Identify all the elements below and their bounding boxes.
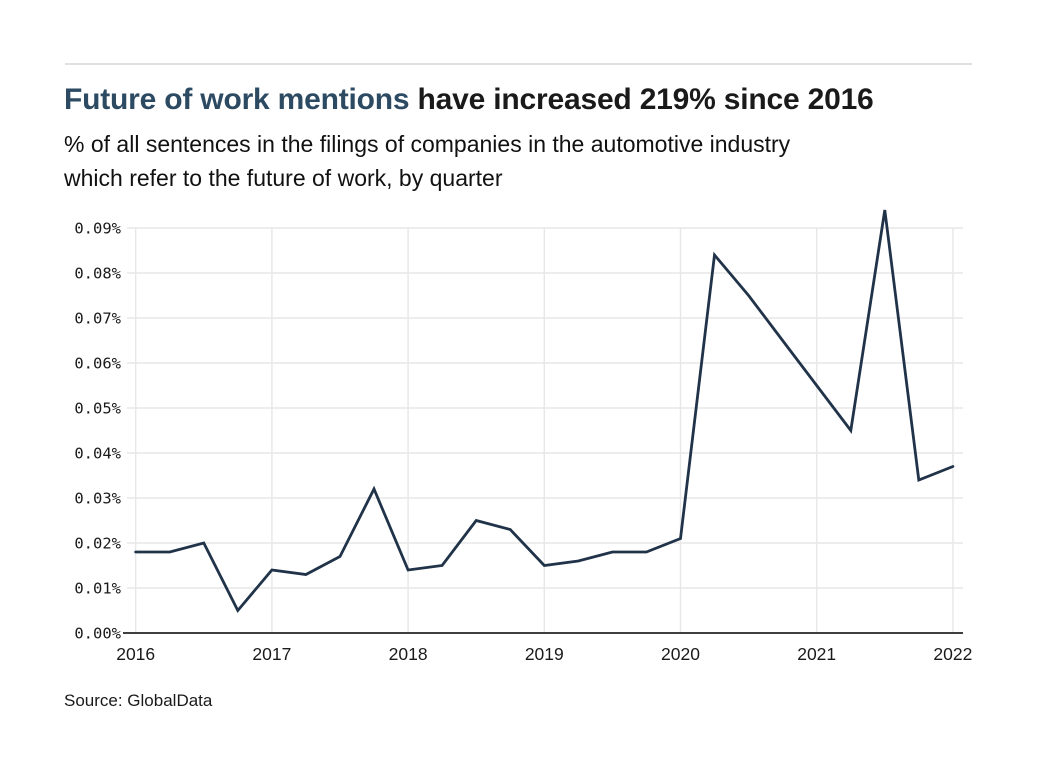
y-tick-label: 0.00% bbox=[74, 625, 121, 643]
x-tick-label: 2016 bbox=[116, 644, 155, 664]
x-tick-label: 2019 bbox=[525, 644, 564, 664]
y-tick-label: 0.06% bbox=[74, 355, 121, 373]
y-tick-label: 0.02% bbox=[74, 535, 121, 553]
y-tick-label: 0.07% bbox=[74, 310, 121, 328]
vertical-gridlines bbox=[134, 228, 954, 633]
y-tick-label: 0.05% bbox=[74, 400, 121, 418]
title-highlight: Future of work mentions bbox=[64, 83, 410, 116]
y-tick-label: 0.03% bbox=[74, 490, 121, 508]
title-rest: have increased 219% since 2016 bbox=[409, 83, 874, 116]
x-tick-label: 2021 bbox=[797, 644, 836, 664]
x-tick-label: 2022 bbox=[933, 644, 972, 664]
series-line-future-of-work bbox=[134, 209, 955, 614]
y-tick-label: 0.01% bbox=[74, 580, 121, 598]
x-tick-label: 2017 bbox=[252, 644, 291, 664]
x-tick-label: 2018 bbox=[389, 644, 428, 664]
top-divider bbox=[65, 63, 972, 65]
x-tick-label: 2020 bbox=[661, 644, 700, 664]
source-text: Source: GlobalData bbox=[64, 691, 213, 710]
x-axis-labels: 2016 2017 2018 2019 2020 2021 2022 bbox=[116, 644, 972, 664]
y-tick-label: 0.09% bbox=[74, 220, 121, 238]
y-tick-label: 0.08% bbox=[74, 265, 121, 283]
y-axis-labels: 0.00% 0.01% 0.02% 0.03% 0.04% 0.05% 0.06% 0.07%… bbox=[74, 220, 121, 643]
y-tick-label: 0.04% bbox=[74, 445, 121, 463]
line-chart: 0.00% 0.01% 0.02% 0.03% 0.04% 0.05% 0.06% 0.07%… bbox=[0, 195, 1038, 675]
page-title: Future of work mentions have increased 2… bbox=[64, 82, 994, 118]
chart-canvas: 0.00% 0.01% 0.02% 0.03% 0.04% 0.05% 0.06% 0.07%… bbox=[74, 209, 972, 664]
chart-subtitle: % of all sentences in the filings of com… bbox=[64, 131, 791, 191]
horizontal-gridlines bbox=[127, 227, 963, 589]
